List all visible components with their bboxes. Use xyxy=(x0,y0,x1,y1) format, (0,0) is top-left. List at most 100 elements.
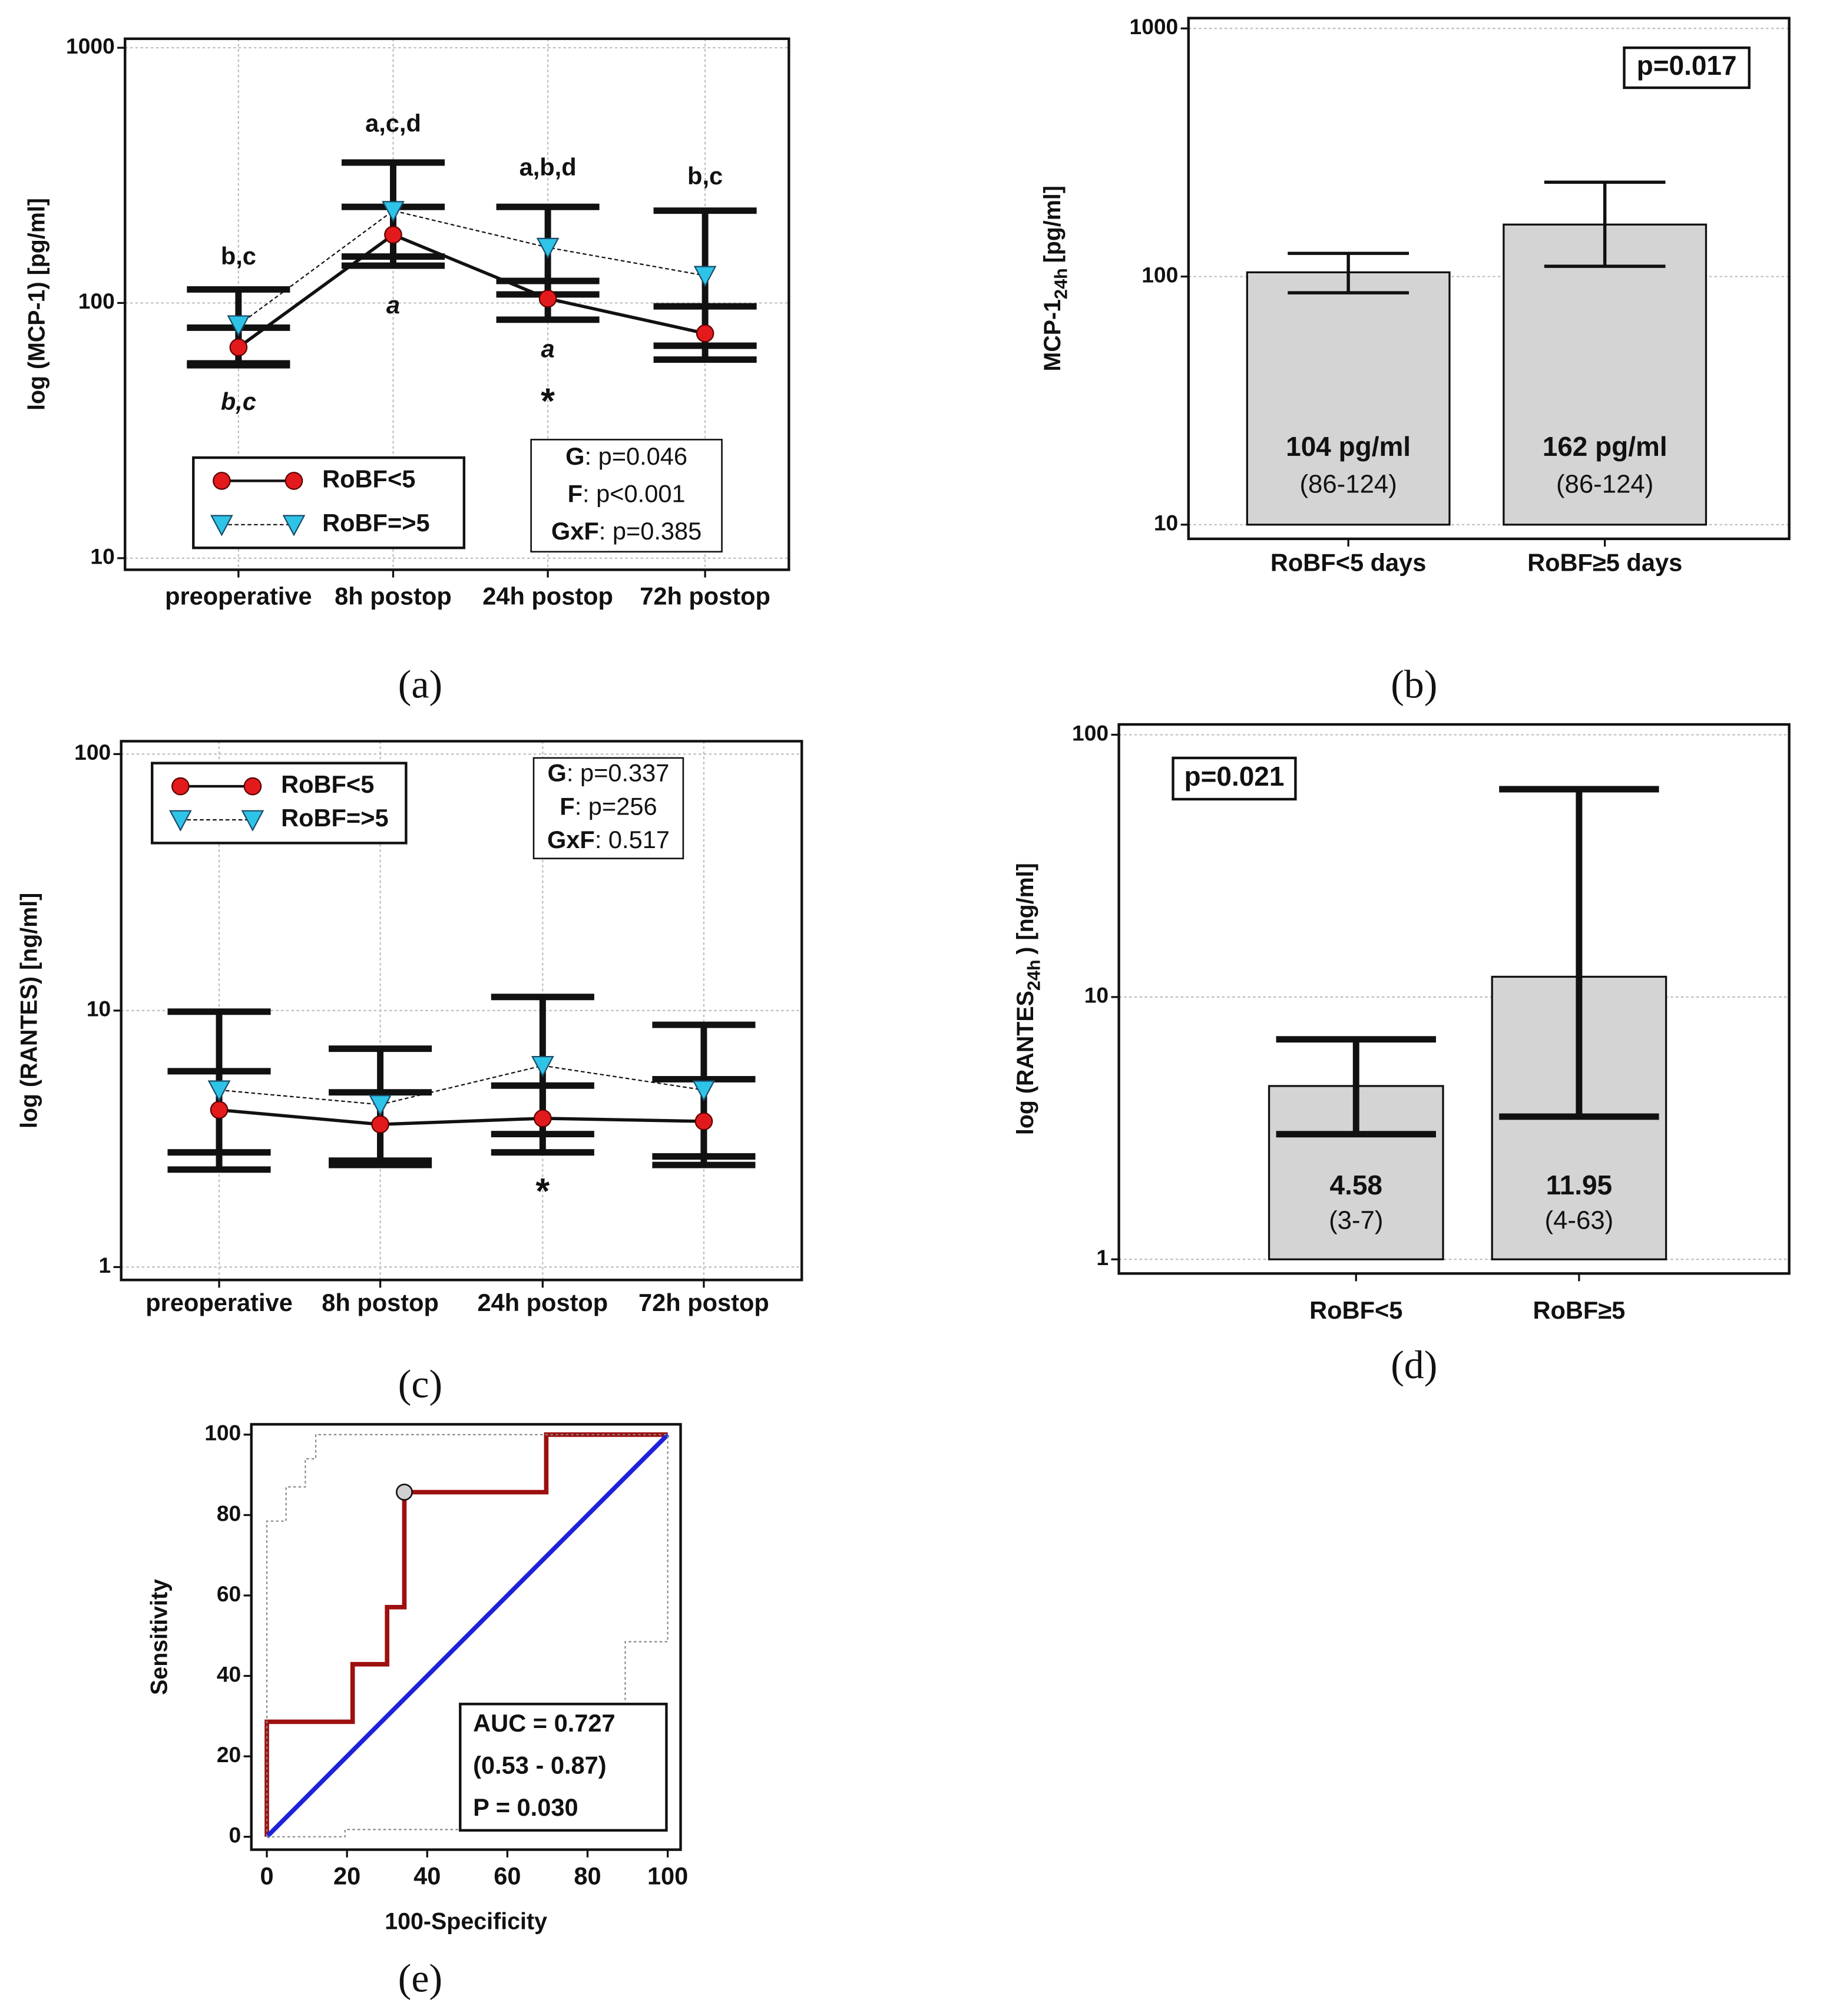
circle-marker xyxy=(694,1112,713,1131)
triangle-marker xyxy=(369,1095,392,1117)
x-tick-label: 80 xyxy=(574,1862,601,1890)
stats-line: GxF: p=0.385 xyxy=(551,517,702,545)
panel-label: (d) xyxy=(1391,1343,1437,1387)
y-axis-label: log (MCP-1) [pg/ml] xyxy=(24,198,50,411)
letter-below: a xyxy=(386,291,400,319)
x-tick-label: 20 xyxy=(333,1862,360,1890)
x-tick-label: RoBF<5 days xyxy=(1270,549,1427,577)
circle-marker xyxy=(384,226,402,244)
triangle-marker xyxy=(693,266,717,287)
plot-frame xyxy=(1187,16,1791,541)
y-axis-label: log (RANTES24h) [ng/ml] xyxy=(1013,863,1044,1135)
letter-above: b,c xyxy=(687,162,723,190)
circle-marker xyxy=(284,472,303,490)
y-axis-label-main: Sensitivity xyxy=(147,1579,173,1695)
series-line xyxy=(238,210,706,326)
y-tick-label: 40 xyxy=(217,1661,241,1686)
y-tick-label: 10 xyxy=(1154,511,1178,535)
curve xyxy=(266,1434,668,1837)
letter-above: b,c xyxy=(221,242,256,270)
stats-key: G xyxy=(565,442,584,470)
x-tick-label: RoBF≥5 xyxy=(1533,1296,1625,1324)
cutoff-point xyxy=(396,1484,413,1501)
x-tick-label: 8h postop xyxy=(322,1289,439,1316)
y-tick-label: 20 xyxy=(217,1742,241,1767)
circle-marker xyxy=(371,1115,389,1134)
circle-marker xyxy=(538,289,557,308)
triangle-marker xyxy=(210,515,233,537)
stats-text: : p<0.001 xyxy=(583,480,686,508)
x-tick-label: RoBF<5 xyxy=(1309,1296,1402,1324)
x-tick-label: 8h postop xyxy=(335,582,452,610)
legend: RoBF<5 RoBF=>5 xyxy=(151,762,408,845)
value-label: 11.95 xyxy=(1546,1170,1612,1200)
y-tick-label: 60 xyxy=(217,1581,241,1606)
range-label: (86-124) xyxy=(1556,470,1653,499)
circle-marker xyxy=(210,1101,229,1119)
bar xyxy=(1246,271,1451,526)
stats-text: : p=256 xyxy=(575,792,657,820)
significance-mark: * xyxy=(541,380,555,421)
y-axis-label-main: log (RANTES xyxy=(1013,991,1039,1135)
legend-label: RoBF<5 xyxy=(281,770,374,798)
curve xyxy=(264,1432,668,1837)
panel-label: (e) xyxy=(398,1957,442,2001)
stats-line: P = 0.030 xyxy=(473,1793,578,1821)
triangle-marker xyxy=(169,810,192,832)
plot-frame xyxy=(124,37,790,571)
triangle-marker xyxy=(692,1080,716,1102)
x-tick-label: 24h postop xyxy=(482,582,613,610)
triangle-marker xyxy=(382,201,405,223)
circle-marker xyxy=(213,472,231,490)
stats-key: G xyxy=(548,759,567,786)
legend-label: RoBF=>5 xyxy=(322,509,430,537)
stats-box xyxy=(459,1703,668,1832)
circle-marker xyxy=(243,777,262,796)
stats-box xyxy=(532,757,684,859)
triangle-marker xyxy=(536,237,560,260)
triangle-marker xyxy=(227,315,250,337)
x-tick-label: preoperative xyxy=(165,582,312,610)
panel-label: (c) xyxy=(398,1362,442,1406)
y-tick-label: 10 xyxy=(1084,983,1109,1008)
y-axis-label: Sensitivity xyxy=(147,1579,173,1695)
x-axis-label: 100-Specificity xyxy=(385,1909,547,1935)
legend-label: RoBF=>5 xyxy=(281,804,389,832)
stats-text: : p=0.337 xyxy=(567,759,670,786)
annotation: p=0.021 xyxy=(1184,761,1285,792)
stats-line: F: p<0.001 xyxy=(568,480,686,508)
stats-key: GxF xyxy=(551,517,599,545)
x-tick-label: 72h postop xyxy=(640,582,770,610)
triangle-marker xyxy=(241,810,264,832)
stats-line: G: p=0.046 xyxy=(565,442,687,470)
stats-text: : p=0.046 xyxy=(584,442,687,470)
panel-label: (a) xyxy=(398,662,442,706)
annotation-box xyxy=(1172,756,1297,801)
plot-frame xyxy=(1117,723,1791,1275)
stats-box xyxy=(530,439,723,553)
y-axis-label-main: log (RANTES) [ng/ml] xyxy=(16,893,42,1128)
range-label: (4-63) xyxy=(1545,1206,1614,1234)
y-tick-label: 1000 xyxy=(66,34,115,58)
panel-1: 10 100 1000 RoBF<5 days RoBF≥5 days MCP-124h [… xyxy=(1040,14,1791,706)
x-tick-label: 24h postop xyxy=(477,1289,608,1316)
y-tick-label: 100 xyxy=(78,289,115,313)
y-tick-label: 10 xyxy=(87,997,111,1021)
letter-below: b,c xyxy=(221,388,256,415)
x-tick-label: preoperative xyxy=(145,1289,293,1316)
legend-box xyxy=(192,456,466,549)
y-axis-label-sub: 24h xyxy=(1024,959,1044,991)
y-tick-label: 100 xyxy=(204,1421,241,1445)
panel-0: 10 100 1000 preoperative 8h postop 24h postop… xyxy=(24,34,790,706)
bar xyxy=(1503,223,1708,526)
range-label: (3-7) xyxy=(1329,1206,1383,1234)
y-tick-label: 100 xyxy=(1072,720,1109,745)
x-tick-label: 60 xyxy=(494,1862,521,1890)
stats-line: AUC = 0.727 xyxy=(473,1709,616,1737)
annotation-box xyxy=(1623,46,1751,90)
series-line xyxy=(219,1065,704,1105)
legend-label: RoBF<5 xyxy=(322,465,415,492)
panel-3: 1 10 100 RoBF<5 RoBF≥5 log (RANTES24h) [ng/ml… xyxy=(1013,720,1791,1387)
